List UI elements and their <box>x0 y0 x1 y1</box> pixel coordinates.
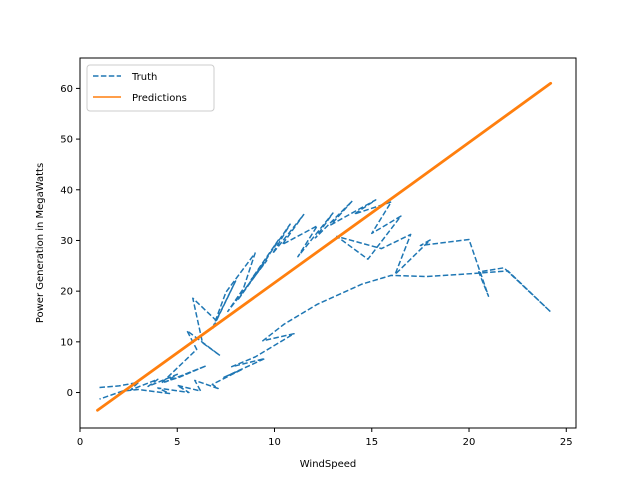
legend-label-predictions: Predictions <box>132 93 187 104</box>
x-axis-label: WindSpeed <box>300 459 356 470</box>
legend-label-truth: Truth <box>131 72 157 83</box>
x-tick-label: 15 <box>365 437 378 448</box>
x-tick-label: 20 <box>463 437 476 448</box>
x-tick-label: 10 <box>268 437 281 448</box>
y-tick-label: 50 <box>60 135 73 146</box>
series-layer <box>96 81 553 412</box>
axes-frame <box>79 57 577 429</box>
series-line-predictions <box>96 81 553 412</box>
y-tick-label: 0 <box>67 388 73 399</box>
x-tick-label: 25 <box>560 437 573 448</box>
x-axis: 0 5 10 15 20 25 <box>77 428 573 448</box>
y-tick-label: 40 <box>60 185 73 196</box>
legend: Truth Predictions <box>86 64 215 112</box>
y-tick-label: 20 <box>60 287 73 298</box>
x-tick-label: 5 <box>174 437 180 448</box>
y-tick-label: 30 <box>60 236 73 247</box>
y-tick-label: 60 <box>60 84 73 95</box>
y-tick-label: 10 <box>60 337 73 348</box>
y-axis-label: Power Generation in MegaWatts <box>35 163 46 323</box>
x-tick-label: 0 <box>77 437 83 448</box>
y-axis: 0 10 20 30 40 50 60 <box>60 84 80 399</box>
series-line-truth <box>99 199 552 400</box>
